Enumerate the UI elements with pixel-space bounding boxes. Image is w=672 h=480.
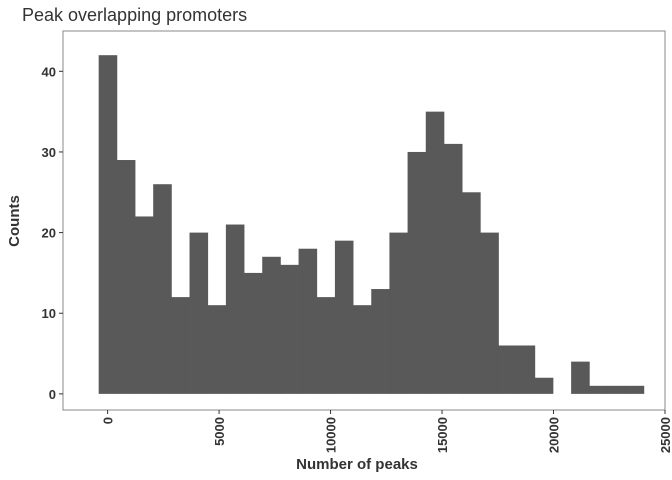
histogram-bar xyxy=(462,192,481,394)
x-tick-label: 10000 xyxy=(324,417,339,453)
x-axis-title: Number of peaks xyxy=(296,456,418,473)
y-axis: 0 10 20 30 40 xyxy=(42,64,63,402)
histogram-bar xyxy=(334,240,354,394)
histogram-bar xyxy=(262,256,281,394)
histogram-bar xyxy=(443,143,463,394)
histogram-bar xyxy=(389,232,408,394)
y-tick-label: 30 xyxy=(42,145,56,160)
bars xyxy=(98,55,645,394)
histogram-bar xyxy=(480,232,499,394)
y-tick-label: 40 xyxy=(42,64,56,79)
x-tick-label: 5000 xyxy=(212,417,227,446)
chart-title: Peak overlapping promoters xyxy=(22,5,247,25)
histogram-bar xyxy=(607,385,627,394)
histogram-bar xyxy=(189,232,209,394)
y-tick-label: 0 xyxy=(49,387,56,402)
histogram-bar xyxy=(171,297,190,394)
histogram-bar xyxy=(589,385,608,394)
histogram-bar xyxy=(298,248,318,394)
x-tick-label: 15000 xyxy=(435,417,450,453)
histogram-bar xyxy=(98,55,118,394)
y-tick-label: 10 xyxy=(42,306,56,321)
histogram-bar xyxy=(534,377,554,394)
histogram-bar xyxy=(280,264,299,394)
x-tick-label: 25000 xyxy=(658,417,672,453)
histogram-bar xyxy=(625,385,645,394)
histogram-bar xyxy=(371,289,390,394)
x-axis: 0 5000 10000 15000 20000 25000 xyxy=(101,410,672,453)
histogram-bar xyxy=(135,216,154,394)
x-tick-label: 20000 xyxy=(547,417,562,453)
histogram-bar xyxy=(116,160,136,394)
histogram-bar xyxy=(571,361,590,394)
histogram-bar xyxy=(425,111,445,394)
histogram-bar xyxy=(207,305,227,394)
histogram-bar xyxy=(244,272,263,394)
histogram-bar xyxy=(353,305,372,394)
y-axis-title: Counts xyxy=(6,195,23,247)
histogram-bar xyxy=(225,224,245,394)
x-tick-label: 0 xyxy=(101,417,116,424)
histogram-bar xyxy=(407,151,427,394)
histogram-bar xyxy=(498,345,518,394)
y-tick-label: 20 xyxy=(42,226,56,241)
histogram-bar xyxy=(153,184,172,394)
histogram-bar xyxy=(516,345,536,394)
histogram-bar xyxy=(316,297,336,394)
